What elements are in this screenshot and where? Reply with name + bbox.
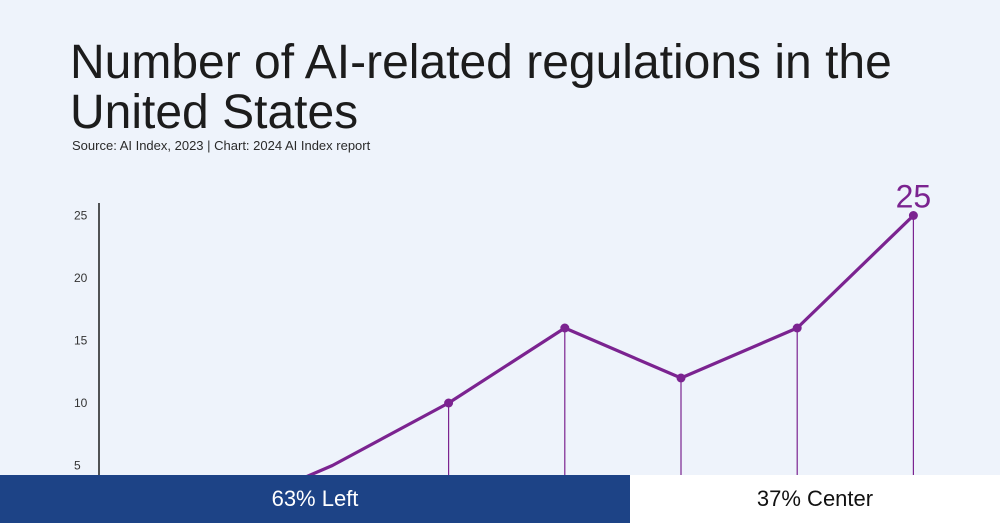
y-tick-label: 20 (74, 271, 88, 285)
data-label: 25 (896, 179, 932, 215)
y-tick-label: 10 (74, 396, 88, 410)
data-points (444, 211, 918, 408)
data-point (444, 398, 454, 408)
series-line (100, 214, 915, 518)
y-tick-label: 25 (74, 209, 88, 223)
bias-left-segment: 63% Left (0, 475, 630, 523)
y-axis-ticks: 25 20 15 10 5 (74, 209, 88, 473)
chart-title: Number of AI-related regulations in the … (70, 36, 892, 139)
y-tick-label: 5 (74, 459, 81, 473)
data-labels: 25 (896, 179, 932, 215)
chart-source: Source: AI Index, 2023 | Chart: 2024 AI … (72, 138, 371, 153)
data-point (560, 323, 570, 333)
bias-bar: 63% Left 37% Center (0, 475, 1000, 523)
bias-left-label: 63% Left (271, 486, 359, 511)
data-point (792, 323, 802, 333)
data-point (908, 211, 918, 220)
bias-center-label: 37% Center (756, 486, 874, 511)
y-tick-label: 15 (74, 334, 88, 348)
data-point (676, 373, 686, 383)
bias-center-segment: 37% Center (630, 475, 1000, 523)
